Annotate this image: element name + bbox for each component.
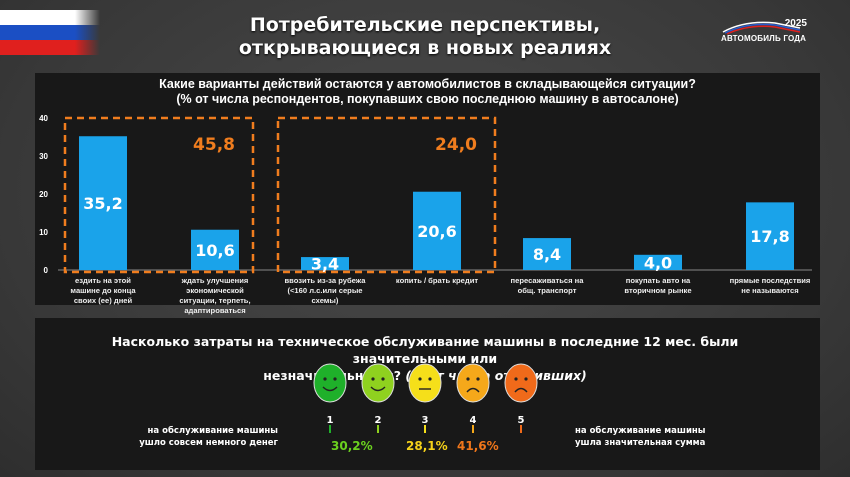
bar-value-label: 35,2	[83, 194, 122, 213]
scale-number: 2	[375, 415, 382, 426]
category-label: прямые последствия не называются	[729, 276, 811, 295]
face-sad-icon	[504, 363, 538, 403]
face-neutral-icon	[408, 363, 442, 403]
bar-value-label: 3,4	[311, 255, 339, 274]
car-silhouette-icon	[722, 21, 801, 35]
russian-flag-cars-logo	[0, 10, 100, 55]
result-high: 41,6%	[457, 439, 499, 453]
bar	[413, 191, 461, 270]
face-happy-icon	[313, 363, 347, 403]
face-eye	[371, 377, 375, 381]
category-label: ездить на этой машине до конца своих (ее…	[70, 276, 136, 305]
scale-number: 5	[518, 415, 525, 426]
face-eye	[381, 377, 385, 381]
face-eye	[524, 377, 528, 381]
face-eye	[333, 377, 337, 381]
result-mid: 28,1%	[406, 439, 448, 453]
category-label: копить / брать кредит	[395, 276, 479, 285]
scale-left-label: на обслуживание машины ушло совсем немно…	[139, 426, 278, 448]
bar	[746, 202, 794, 270]
category-label: пересаживаться на общ. транспорт	[510, 276, 584, 295]
group-box	[276, 116, 497, 274]
category-label: покупать авто на вторичном рынке	[624, 276, 692, 295]
bar-value-label: 8,4	[533, 245, 561, 264]
bar-value-label: 20,6	[417, 222, 456, 241]
y-tick-label: 20	[39, 190, 48, 199]
scale-number: 4	[470, 415, 477, 426]
y-tick-label: 30	[39, 152, 48, 161]
chart-title-line-2: (% от числа респондентов, покупавших сво…	[176, 92, 679, 106]
page-title: Потребительские перспективы, открывающие…	[150, 14, 700, 60]
logo-year: 2025	[784, 18, 807, 29]
survey-question-note: (% от числа ответивших)	[405, 368, 587, 383]
face-eye	[466, 377, 470, 381]
scale-right-label: на обслуживание машины ушла значительная…	[575, 426, 706, 448]
bar	[79, 136, 127, 270]
bar	[634, 254, 682, 270]
face-eye	[476, 377, 480, 381]
group-total-label: 24,0	[435, 135, 477, 155]
face-mouth	[370, 386, 386, 392]
title-line-1: Потребительские перспективы,	[249, 14, 601, 36]
bar-value-label: 17,8	[750, 227, 789, 246]
face-happy-icon	[361, 363, 395, 403]
chart-title-line-1: Какие варианты действий остаются у автом…	[159, 77, 696, 91]
scale-number: 1	[327, 415, 334, 426]
result-low: 30,2%	[331, 439, 373, 453]
chart-title: Какие варианты действий остаются у автом…	[35, 77, 820, 107]
face-sad-icon	[456, 363, 490, 403]
face-mouth	[466, 387, 480, 393]
bar-value-label: 10,6	[195, 241, 234, 260]
category-label: ждать улучшения экономической ситуации, …	[179, 276, 251, 315]
face-mouth	[322, 386, 338, 392]
group-total-label: 45,8	[193, 135, 235, 155]
face-mouth	[514, 387, 528, 393]
car-of-the-year-logo: 2025 АВТОМОБИЛЬ ГОДА	[715, 18, 815, 48]
bar-value-label: 4,0	[644, 253, 672, 272]
survey-question-line-1: Насколько затраты на техническое обслужи…	[111, 334, 739, 366]
face-eye	[323, 377, 327, 381]
y-tick-label: 0	[44, 266, 49, 275]
face-eye	[514, 377, 518, 381]
y-tick-label: 10	[39, 228, 48, 237]
face-eye	[418, 377, 422, 381]
y-tick-label: 40	[39, 114, 48, 123]
bar	[523, 238, 571, 270]
category-label: ввозить из-за рубежа (<160 л.с.или серые…	[284, 276, 366, 305]
group-box	[63, 116, 255, 274]
bar	[191, 229, 239, 270]
face-eye	[428, 377, 432, 381]
bar	[301, 257, 349, 270]
title-line-2: открывающиеся в новых реалиях	[238, 37, 612, 59]
logo-name: АВТОМОБИЛЬ ГОДА	[721, 34, 807, 43]
scale-number: 3	[422, 415, 429, 426]
